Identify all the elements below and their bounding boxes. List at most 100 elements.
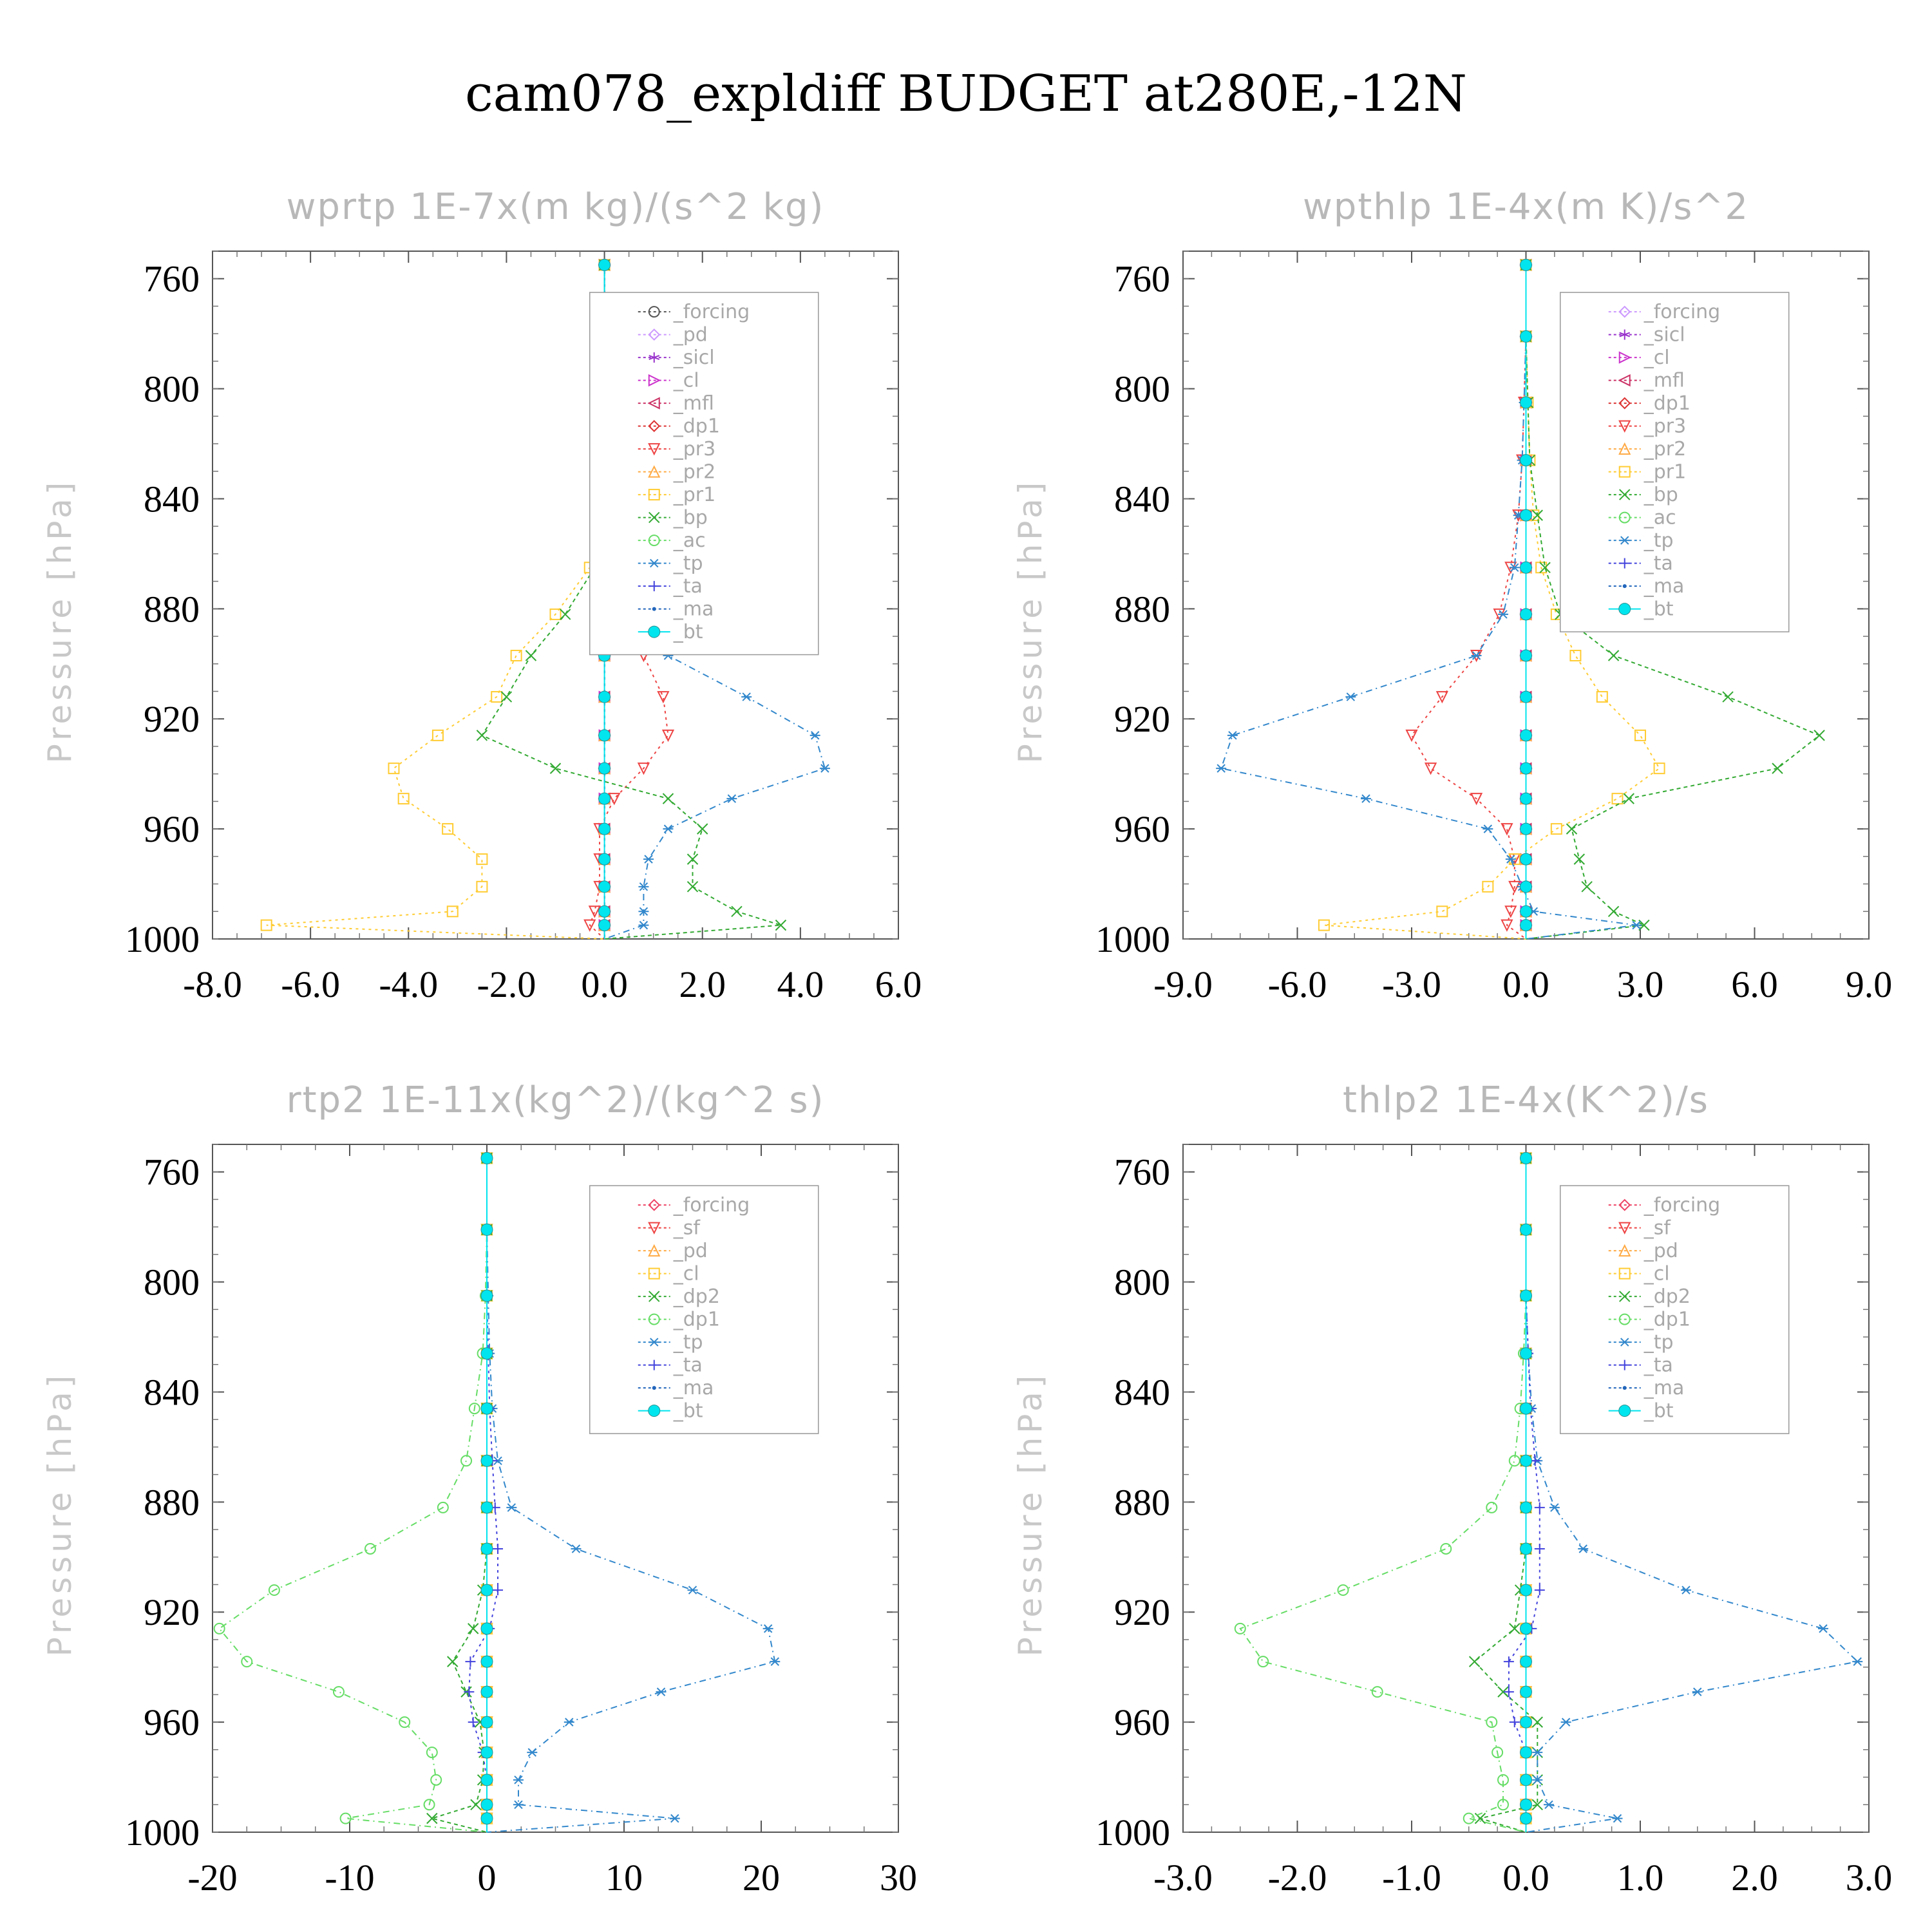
panel-4-seriesdp2-line: [1473, 1158, 1539, 1833]
panel-3-legend: _forcing_sf_pd_cl_dp2_dp1_tp_ta_ma_bt: [589, 1185, 819, 1434]
panel-2-xtick-label: -9.0: [1153, 963, 1213, 1005]
panel-2-legend-marker: [1619, 558, 1630, 569]
panel-4-marker: [1468, 1656, 1481, 1667]
panel-2-legend-marker: [1618, 442, 1631, 455]
panel-1-marker: [598, 880, 611, 893]
panel-4-legend-marker: [1622, 1386, 1627, 1390]
panel-3-ytick-label: 840: [144, 1371, 200, 1413]
panel-3-marker: [480, 1812, 493, 1825]
panel-2-legend-label: _forcing: [1643, 301, 1720, 323]
panel-2-marker: [1535, 562, 1548, 574]
panel-2-legend-label: _bp: [1643, 484, 1678, 506]
panel-2-marker: [1611, 793, 1624, 805]
panel-4-marker: [1531, 1799, 1543, 1810]
panel-3-seriesta-line: [468, 1158, 498, 1832]
panel-1-title: wprtp 1E-7x(m kg)/(s^2 kg): [287, 186, 825, 228]
panel-2-marker: [1435, 691, 1448, 704]
panel-3-xtick-label: 30: [880, 1857, 917, 1899]
panel-4-marker: [1532, 1748, 1543, 1757]
panel-1-legend-marker: [648, 420, 661, 432]
panel-1-marker: [446, 905, 459, 918]
panel-2-legend-box: [1560, 292, 1790, 632]
panel-3-ytick-label: 1000: [125, 1812, 200, 1853]
panel-3-legend-label: _forcing: [673, 1194, 750, 1217]
panel-4-ytick-label: 840: [1114, 1371, 1170, 1413]
panel-1-marker: [726, 794, 737, 803]
panel-2-legend-marker: [1618, 374, 1631, 387]
panel-2-marker: [1631, 920, 1642, 930]
panel-2-legend-marker: [1622, 584, 1627, 589]
panel-3-marker: [423, 1799, 435, 1811]
panel-4-marker: [1520, 1584, 1532, 1596]
panel-4-marker: [1497, 1774, 1509, 1786]
panel-1-legend-label: _bp: [673, 507, 708, 529]
panel-3-ytick-label: 760: [144, 1151, 200, 1193]
panel-3-marker: [493, 1543, 504, 1554]
panel-2-marker: [1607, 650, 1620, 661]
panel-1-marker: [608, 793, 621, 806]
panel-2-marker: [1634, 729, 1646, 741]
panel-4-marker: [1234, 1622, 1246, 1634]
panel-1-xtick-label: 2.0: [679, 963, 726, 1005]
panel-2-xtick-label: 6.0: [1731, 963, 1778, 1005]
panel-1-marker: [560, 609, 571, 620]
panel-3-legend-label: _tp: [673, 1331, 703, 1354]
panel-1-marker: [500, 691, 513, 703]
panel-3-ytick-label: 960: [144, 1701, 200, 1743]
panel-4-xtick-label: 2.0: [1731, 1857, 1778, 1899]
panel-1-ytick-label: 840: [144, 478, 200, 520]
panel-2-marker: [1504, 905, 1517, 918]
panel-3-marker: [480, 1622, 493, 1635]
panel-1-ytick-label: 1000: [125, 918, 200, 960]
panel-4-legend: _forcing_sf_pd_cl_dp2_dp1_tp_ta_ma_bt: [1560, 1185, 1790, 1434]
panel-3-ytick-label: 880: [144, 1481, 200, 1523]
panel-3-legend-marker: [648, 1198, 661, 1211]
panel-3-marker: [480, 1223, 493, 1236]
panel-1-legend-marker: [648, 489, 660, 501]
panel-2-legend-marker: [1618, 397, 1631, 410]
panel-2-legend-label: _cl: [1643, 346, 1670, 369]
panel-4-ytick-label: 960: [1114, 1701, 1170, 1743]
panel-4-marker: [1509, 1717, 1520, 1728]
panel-2-legend-marker: [1618, 466, 1631, 478]
panel-4-marker: [1520, 1289, 1532, 1302]
panel-3-seriesta: [464, 1153, 504, 1832]
panel-3-marker: [464, 1687, 475, 1698]
panel-2-marker: [1471, 651, 1482, 660]
panel-2-xtick-label: -6.0: [1268, 963, 1327, 1005]
panel-3-ytick-label: 800: [144, 1262, 200, 1303]
panel-3-marker: [669, 1814, 680, 1823]
panel-2-marker: [1520, 905, 1532, 918]
panel-2-xtick-label: -3.0: [1382, 963, 1441, 1005]
panel-1-legend-label: _cl: [673, 370, 699, 392]
panel-4-marker: [1520, 1622, 1532, 1635]
panel-1-marker: [697, 823, 708, 835]
panel-2-marker: [1509, 563, 1520, 572]
panel-2-marker: [1520, 258, 1532, 271]
panel-1-marker: [583, 919, 596, 932]
panel-3-marker: [468, 1403, 480, 1415]
panel-2-marker: [1520, 919, 1532, 932]
panel-3-marker: [241, 1656, 253, 1668]
panel-2-legend-label: _mfl: [1643, 370, 1685, 392]
panel-2-legend-label: _bt: [1643, 598, 1674, 621]
panel-2-legend-marker: [1619, 329, 1631, 340]
panel-4-marker: [1520, 1402, 1532, 1415]
panel-3-legend-label: _ma: [673, 1377, 714, 1399]
panel-2-marker: [1498, 610, 1508, 619]
panel-3-xtick-label: -10: [325, 1857, 374, 1899]
panel-1-ytick-label: 800: [144, 368, 200, 410]
panel-3-marker: [480, 1685, 493, 1698]
panel-2-marker: [1623, 793, 1634, 804]
panel-4-legend-label: _ta: [1643, 1354, 1673, 1377]
panel-2-marker: [1520, 762, 1532, 775]
panel-4-seriesdp2: [1468, 1152, 1543, 1833]
panel-1-marker: [491, 691, 503, 703]
panel-3-marker: [656, 1687, 667, 1696]
panel-1-marker: [510, 649, 522, 661]
panel-1-marker: [588, 905, 601, 918]
panel-3-legend-label: _ta: [673, 1354, 703, 1377]
panel-4-marker: [1520, 1347, 1532, 1360]
panel-2-legend-marker: [1619, 536, 1630, 545]
panel-4-legend-marker: [1619, 1359, 1630, 1370]
